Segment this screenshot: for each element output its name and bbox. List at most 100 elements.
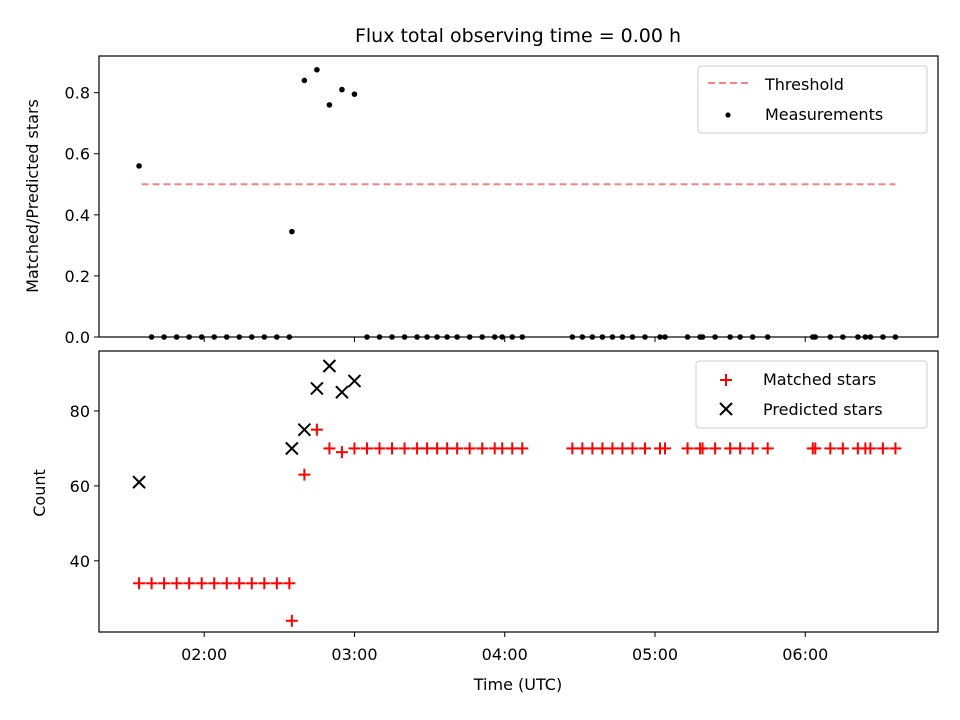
matched-star-point <box>283 577 296 590</box>
matched-star-point <box>824 442 837 455</box>
matched-star-point <box>158 577 171 590</box>
measurement-point <box>198 334 205 340</box>
matched-star-point <box>566 442 579 455</box>
measurement-point <box>862 334 869 340</box>
measurement-point <box>454 334 460 340</box>
measurement-point <box>509 334 516 340</box>
matched-star-point <box>451 442 464 455</box>
matched-star-point <box>441 442 454 455</box>
measurement-point <box>314 66 320 73</box>
matched-star-point <box>638 442 651 455</box>
bottom-xtick-label: 04:00 <box>482 645 528 664</box>
matched-star-point <box>398 442 411 455</box>
measurement-point <box>389 334 395 340</box>
matched-star-point <box>183 577 196 590</box>
matched-star-point <box>411 442 424 455</box>
matched-star-point <box>709 442 722 455</box>
measurement-point <box>148 334 155 340</box>
matched-star-point <box>335 446 348 459</box>
matched-star-point <box>476 442 489 455</box>
measurement-point <box>211 334 218 340</box>
top-y-axis-label: Matched/Predicted stars <box>23 99 42 293</box>
measurement-point <box>466 334 473 340</box>
bottom-xtick-label: 05:00 <box>632 645 678 664</box>
matched-star-point <box>463 442 476 455</box>
matched-star-point <box>576 442 589 455</box>
predicted-star-point <box>347 374 362 388</box>
bottom-ytick-label: 40 <box>70 552 90 571</box>
measurement-point <box>855 334 861 340</box>
matched-star-point <box>421 442 434 455</box>
measurement-point <box>186 334 192 340</box>
measurement-point <box>326 102 333 108</box>
measurement-point <box>364 334 370 340</box>
bottom-xtick-label: 06:00 <box>782 645 828 664</box>
predicted-star-point <box>297 422 312 437</box>
bottom-ytick-label: 60 <box>70 477 90 496</box>
measurement-point <box>589 334 596 340</box>
measurement-point <box>609 334 616 340</box>
measurement-point <box>727 334 733 340</box>
matched-star-point <box>431 442 444 455</box>
bottom-legend: Matched stars Predicted stars <box>695 360 928 429</box>
measurement-point <box>301 77 308 84</box>
matched-star-point <box>298 468 311 481</box>
matched-star-point <box>586 442 599 455</box>
measurement-point <box>339 86 345 93</box>
measurement-point <box>880 334 886 340</box>
bottom-panel: 40 60 80 02:00 03:00 04:00 05:00 06:00 Count T… <box>30 350 939 694</box>
matched-star-point <box>133 577 146 590</box>
measurement-point <box>599 334 606 340</box>
matched-star-point <box>323 442 336 455</box>
matched-star-point <box>606 442 619 455</box>
matched-star-point <box>616 442 629 455</box>
measurement-point <box>657 334 663 340</box>
measurement-point <box>569 334 576 340</box>
matched-star-point <box>516 442 529 455</box>
measurement-point <box>401 334 408 340</box>
matched-star-point <box>310 423 323 436</box>
legend-threshold-label: Threshold <box>764 75 844 94</box>
matched-star-point <box>889 442 902 455</box>
measurement-point <box>684 334 691 340</box>
measurement-point <box>812 334 819 340</box>
measurement-point <box>161 334 167 340</box>
top-ytick-label: 0.0 <box>65 328 90 347</box>
matched-star-point <box>696 442 709 455</box>
measurement-point <box>764 334 771 340</box>
top-ytick-label: 0.6 <box>65 145 90 164</box>
measurement-point <box>619 334 626 340</box>
legend-matched-swatch <box>720 374 732 386</box>
measurement-point <box>351 91 358 97</box>
top-legend-box <box>697 65 928 134</box>
measurement-point <box>827 334 834 340</box>
measurement-point <box>867 334 874 340</box>
bottom-xticks: 02:00 03:00 04:00 05:00 06:00 <box>181 632 828 664</box>
measurement-point <box>248 334 255 340</box>
matched-star-point <box>659 442 672 455</box>
measurement-point <box>519 334 526 340</box>
matched-star-point <box>360 442 373 455</box>
predicted-star-point <box>310 381 324 396</box>
measurement-point <box>499 334 506 340</box>
measurement-point <box>579 334 586 340</box>
bottom-xtick-label: 02:00 <box>181 645 227 664</box>
measurement-point <box>479 334 485 340</box>
measurement-point <box>223 334 230 340</box>
matched-star-point <box>626 442 639 455</box>
measurement-point <box>414 334 420 340</box>
top-ytick-label: 0.8 <box>65 84 90 103</box>
bottom-ytick-label: 80 <box>70 402 90 421</box>
measurement-point <box>712 334 718 340</box>
measurement-point <box>491 334 498 340</box>
x-axis-label: Time (UTC) <box>473 675 562 694</box>
bottom-y-axis-label: Count <box>30 469 49 517</box>
legend-matched-label: Matched stars <box>763 370 876 389</box>
measurement-point <box>629 334 636 340</box>
measurement-point <box>840 334 846 340</box>
predicted-star-point <box>285 441 299 456</box>
matched-star-point <box>761 442 774 455</box>
matched-star-point <box>876 442 889 455</box>
legend-measurements-label: Measurements <box>765 105 883 124</box>
matched-star-point <box>285 614 298 627</box>
